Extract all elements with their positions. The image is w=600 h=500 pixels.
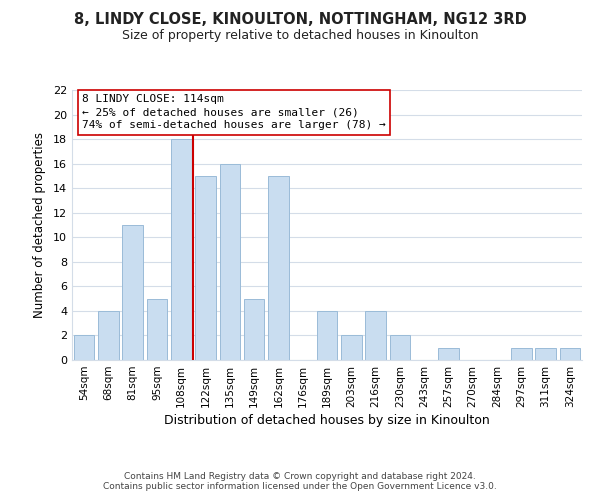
Text: Contains public sector information licensed under the Open Government Licence v3: Contains public sector information licen…	[103, 482, 497, 491]
Bar	[220, 164, 240, 360]
Text: 8, LINDY CLOSE, KINOULTON, NOTTINGHAM, NG12 3RD: 8, LINDY CLOSE, KINOULTON, NOTTINGHAM, N…	[74, 12, 526, 28]
Bar	[268, 176, 289, 360]
Text: Size of property relative to detached houses in Kinoulton: Size of property relative to detached ho…	[122, 29, 478, 42]
Bar	[146, 298, 167, 360]
Bar	[98, 311, 119, 360]
Bar	[74, 336, 94, 360]
Bar	[122, 225, 143, 360]
X-axis label: Distribution of detached houses by size in Kinoulton: Distribution of detached houses by size …	[164, 414, 490, 427]
Bar	[244, 298, 265, 360]
Bar	[317, 311, 337, 360]
Bar	[535, 348, 556, 360]
Bar	[560, 348, 580, 360]
Bar	[195, 176, 216, 360]
Bar	[171, 139, 191, 360]
Y-axis label: Number of detached properties: Number of detached properties	[33, 132, 46, 318]
Bar	[365, 311, 386, 360]
Text: Contains HM Land Registry data © Crown copyright and database right 2024.: Contains HM Land Registry data © Crown c…	[124, 472, 476, 481]
Bar	[341, 336, 362, 360]
Text: 8 LINDY CLOSE: 114sqm
← 25% of detached houses are smaller (26)
74% of semi-deta: 8 LINDY CLOSE: 114sqm ← 25% of detached …	[82, 94, 386, 130]
Bar	[438, 348, 459, 360]
Bar	[389, 336, 410, 360]
Bar	[511, 348, 532, 360]
